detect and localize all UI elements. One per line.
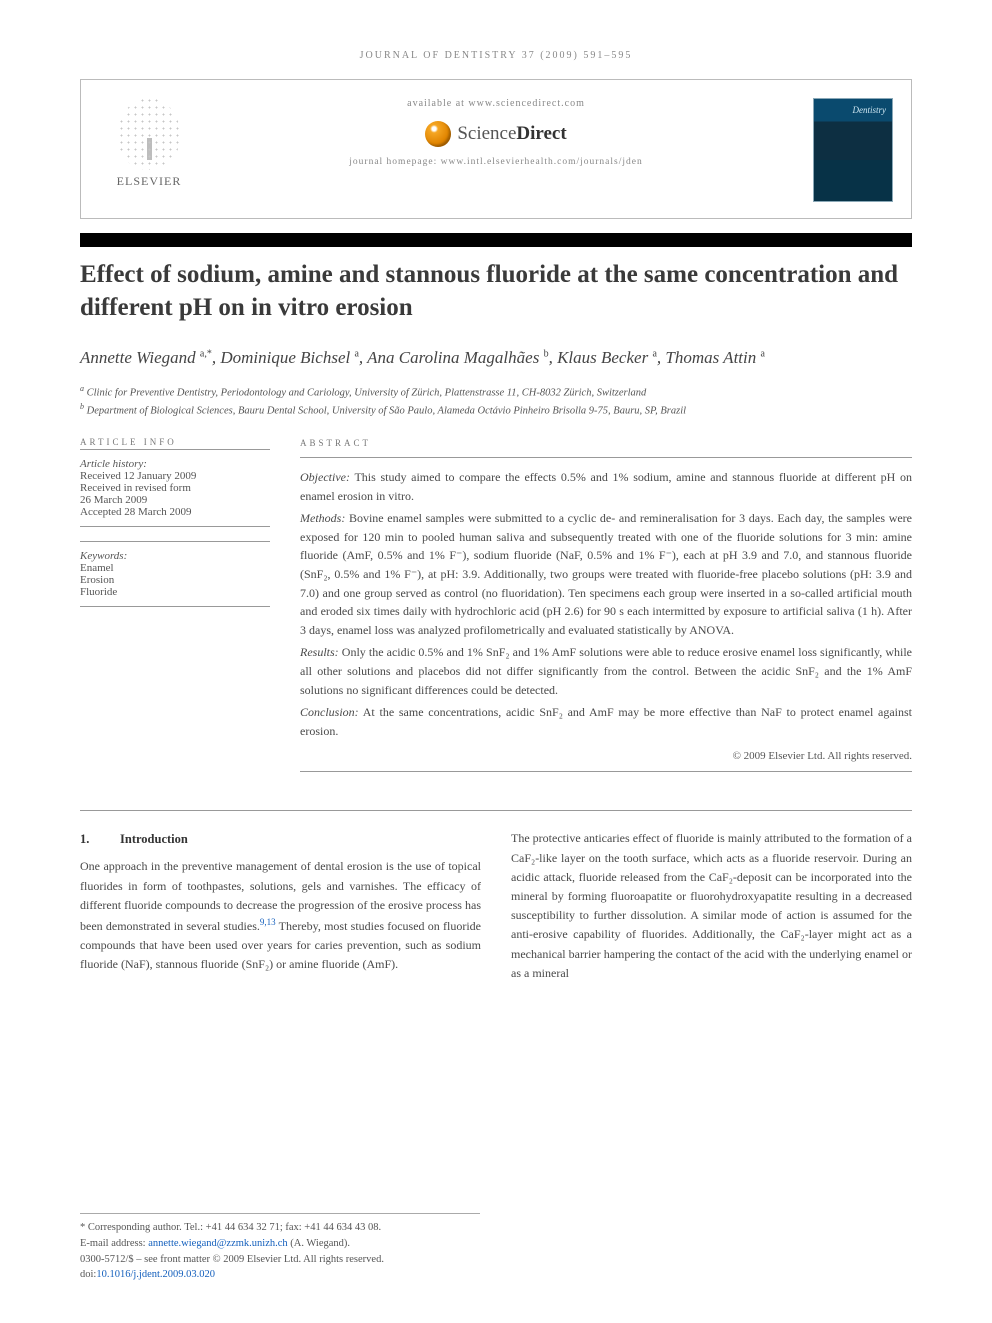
abstract-copyright: © 2009 Elsevier Ltd. All rights reserved… <box>300 748 912 765</box>
sciencedirect-wordmark: ScienceDirect <box>457 123 566 145</box>
journal-homepage-text: journal homepage: www.intl.elsevierhealt… <box>101 157 891 167</box>
article-info-column: ARTICLE INFO Article history: Received 1… <box>80 437 270 782</box>
authors-list: Annette Wiegand a,*, Dominique Bichsel a… <box>80 346 912 371</box>
journal-cover-thumbnail <box>813 98 893 202</box>
intro-para-1: One approach in the preventive managemen… <box>80 857 481 974</box>
history-label: Article history: <box>80 458 147 470</box>
intro-para-2: The protective anticaries effect of fluo… <box>511 829 912 983</box>
corr-email-link[interactable]: annette.wiegand@zzmk.unizh.ch <box>148 1238 287 1249</box>
elsevier-wordmark: ELSEVIER <box>99 174 199 189</box>
abstract-bottom-rule <box>300 771 912 772</box>
ref-link[interactable]: 9,13 <box>260 917 276 927</box>
body-text-columns: 1.Introduction One approach in the preve… <box>80 829 912 983</box>
corresponding-author-footnote: * Corresponding author. Tel.: +41 44 634… <box>80 1213 480 1283</box>
sciencedirect-logo[interactable]: ScienceDirect <box>101 121 891 147</box>
doi-line: doi:10.1016/j.jdent.2009.03.020 <box>80 1267 480 1283</box>
available-at-text: available at www.sciencedirect.com <box>101 98 891 109</box>
affiliations: a Clinic for Preventive Dentistry, Perio… <box>80 383 912 420</box>
body-col-left: 1.Introduction One approach in the preve… <box>80 829 481 983</box>
elsevier-tree-icon <box>118 98 180 170</box>
keywords-label: Keywords: <box>80 550 127 562</box>
corr-email-line: E-mail address: annette.wiegand@zzmk.uni… <box>80 1236 480 1252</box>
abstract-column: ABSTRACT Objective: This study aimed to … <box>300 437 912 782</box>
front-matter-line: 0300-5712/$ – see front matter © 2009 El… <box>80 1252 480 1268</box>
article-title: Effect of sodium, amine and stannous flu… <box>80 259 912 324</box>
section-number: 1. <box>80 829 120 849</box>
abstract-heading: ABSTRACT <box>300 437 912 451</box>
article-history-block: Article history: Received 12 January 200… <box>80 449 270 527</box>
corr-author-line: * Corresponding author. Tel.: +41 44 634… <box>80 1220 480 1236</box>
body-top-divider <box>80 810 912 811</box>
doi-link[interactable]: 10.1016/j.jdent.2009.03.020 <box>96 1269 215 1280</box>
abstract-objective: Objective: This study aimed to compare t… <box>300 468 912 505</box>
abstract-conclusion: Conclusion: At the same concentrations, … <box>300 703 912 740</box>
keywords-block: Keywords: EnamelErosionFluoride <box>80 541 270 607</box>
section-1-heading: 1.Introduction <box>80 829 481 849</box>
title-black-bar <box>80 233 912 247</box>
sciencedirect-ball-icon <box>425 121 451 147</box>
journal-reference: JOURNAL OF DENTISTRY 37 (2009) 591–595 <box>80 50 912 61</box>
abstract-top-rule <box>300 457 912 458</box>
body-col-right: The protective anticaries effect of fluo… <box>511 829 912 983</box>
publisher-header: ELSEVIER available at www.sciencedirect.… <box>80 79 912 219</box>
elsevier-logo: ELSEVIER <box>99 98 199 189</box>
abstract-results: Results: Only the acidic 0.5% and 1% SnF… <box>300 643 912 699</box>
article-info-heading: ARTICLE INFO <box>80 437 270 447</box>
abstract-methods: Methods: Bovine enamel samples were subm… <box>300 509 912 639</box>
